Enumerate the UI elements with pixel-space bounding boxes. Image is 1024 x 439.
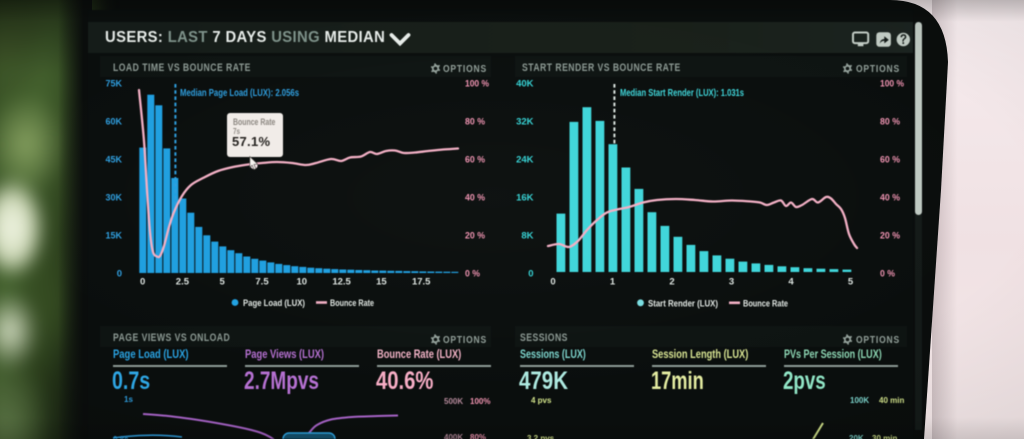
svg-text:10: 10: [297, 277, 308, 288]
svg-text:Page Load (LUX): Page Load (LUX): [243, 298, 305, 309]
svg-text:0: 0: [117, 269, 122, 280]
svg-text:80 %: 80 %: [880, 117, 901, 128]
svg-text:17.5: 17.5: [412, 277, 431, 288]
svg-text:5: 5: [220, 277, 226, 288]
svg-text:60 %: 60 %: [880, 155, 901, 166]
svg-text:Median Start Render (LUX): 1.0: Median Start Render (LUX): 1.031s: [620, 88, 744, 99]
svg-text:60 %: 60 %: [465, 155, 486, 166]
svg-text:Bounce Rate: Bounce Rate: [743, 298, 788, 309]
svg-text:0 %: 0 %: [880, 269, 896, 280]
svg-text:75K: 75K: [106, 79, 123, 90]
svg-text:16K: 16K: [516, 193, 534, 204]
svg-text:7.5: 7.5: [255, 277, 269, 288]
svg-text:3: 3: [729, 277, 734, 288]
svg-text:Bounce Rate: Bounce Rate: [330, 298, 374, 309]
svg-text:100 %: 100 %: [465, 79, 489, 90]
svg-text:5: 5: [848, 277, 854, 288]
svg-text:0 %: 0 %: [465, 269, 481, 280]
svg-text:0.8s: 0.8s: [113, 435, 129, 439]
svg-text:40 %: 40 %: [880, 193, 901, 204]
svg-text:15K: 15K: [106, 231, 123, 242]
svg-text:12.5: 12.5: [332, 277, 351, 288]
svg-text:100 %: 100 %: [880, 79, 904, 90]
svg-text:Median Page Load (LUX): 2.056s: Median Page Load (LUX): 2.056s: [180, 88, 299, 99]
svg-text:30K: 30K: [106, 193, 123, 204]
svg-text:45K: 45K: [106, 155, 123, 166]
svg-text:24K: 24K: [516, 155, 534, 166]
svg-text:32K: 32K: [516, 117, 534, 128]
svg-text:0: 0: [528, 269, 533, 280]
svg-text:Start Render (LUX): Start Render (LUX): [648, 298, 718, 309]
svg-text:20 %: 20 %: [880, 231, 901, 242]
svg-text:8K: 8K: [521, 231, 533, 242]
svg-text:60K: 60K: [106, 117, 123, 128]
svg-text:4: 4: [788, 277, 794, 288]
svg-text:80 %: 80 %: [465, 117, 486, 128]
svg-text:20 %: 20 %: [465, 231, 486, 242]
svg-text:1: 1: [610, 277, 616, 288]
svg-text:2: 2: [669, 277, 674, 288]
svg-text:0: 0: [550, 277, 555, 288]
svg-text:15: 15: [376, 277, 387, 288]
svg-text:0: 0: [140, 277, 145, 288]
svg-text:40 %: 40 %: [465, 193, 486, 204]
svg-text:40K: 40K: [516, 79, 534, 90]
svg-text:2.5: 2.5: [176, 277, 190, 288]
